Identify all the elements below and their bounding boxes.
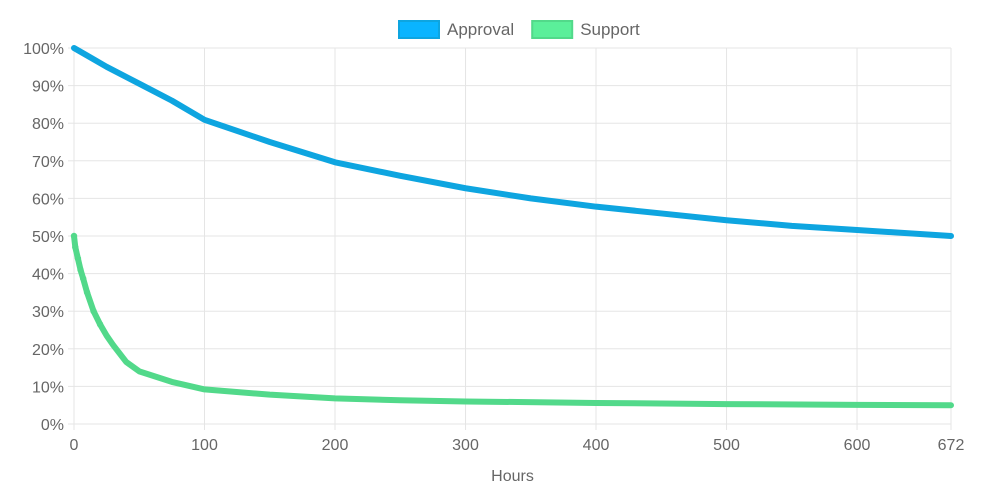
y-tick-label: 10% — [32, 379, 64, 396]
x-tick-label: 600 — [844, 437, 871, 454]
data-point — [83, 289, 91, 296]
y-tick-label: 100% — [23, 41, 64, 58]
data-point — [77, 266, 84, 274]
legend-swatch — [531, 20, 574, 39]
y-tick-label: 80% — [32, 116, 64, 133]
data-point — [74, 255, 82, 262]
x-tick-label: 200 — [322, 437, 349, 454]
y-tick-label: 0% — [41, 417, 64, 434]
data-point — [96, 321, 104, 328]
x-tick-label: 0 — [70, 437, 79, 454]
x-tick-label: 500 — [713, 437, 740, 454]
y-tick-label: 30% — [32, 304, 64, 321]
y-tick-label: 20% — [32, 342, 64, 359]
series-line-support — [71, 233, 954, 409]
data-point — [72, 244, 79, 251]
y-tick-label: 50% — [32, 229, 64, 246]
x-tick-label: 300 — [452, 437, 479, 454]
data-point — [70, 232, 78, 240]
legend-swatch — [398, 20, 440, 39]
y-tick-label: 70% — [32, 154, 64, 171]
data-point — [79, 275, 87, 282]
legend[interactable]: Approval Support — [398, 20, 640, 39]
series-layer — [70, 45, 954, 409]
x-axis-title: Hours — [491, 468, 534, 485]
x-tick-label: 400 — [583, 437, 610, 454]
x-tick-label: 672 — [938, 437, 965, 454]
x-tick-label: 100 — [191, 437, 218, 454]
series-line-approval — [71, 45, 954, 239]
y-axis: 0% 10% 20% 30% 40% 50% 60% 70% 80% 90% 100% — [23, 41, 64, 434]
legend-item-approval[interactable]: Approval — [398, 20, 514, 39]
y-tick-label: 90% — [32, 79, 64, 96]
y-tick-label: 60% — [32, 191, 64, 208]
legend-item-support[interactable]: Support — [531, 20, 640, 39]
y-tick-label: 40% — [32, 267, 64, 284]
legend-label: Support — [580, 20, 640, 39]
legend-label: Approval — [447, 20, 514, 39]
data-point — [90, 308, 97, 315]
x-axis: 0 100 200 300 400 500 600 672 — [70, 437, 965, 454]
grid — [68, 47, 952, 430]
